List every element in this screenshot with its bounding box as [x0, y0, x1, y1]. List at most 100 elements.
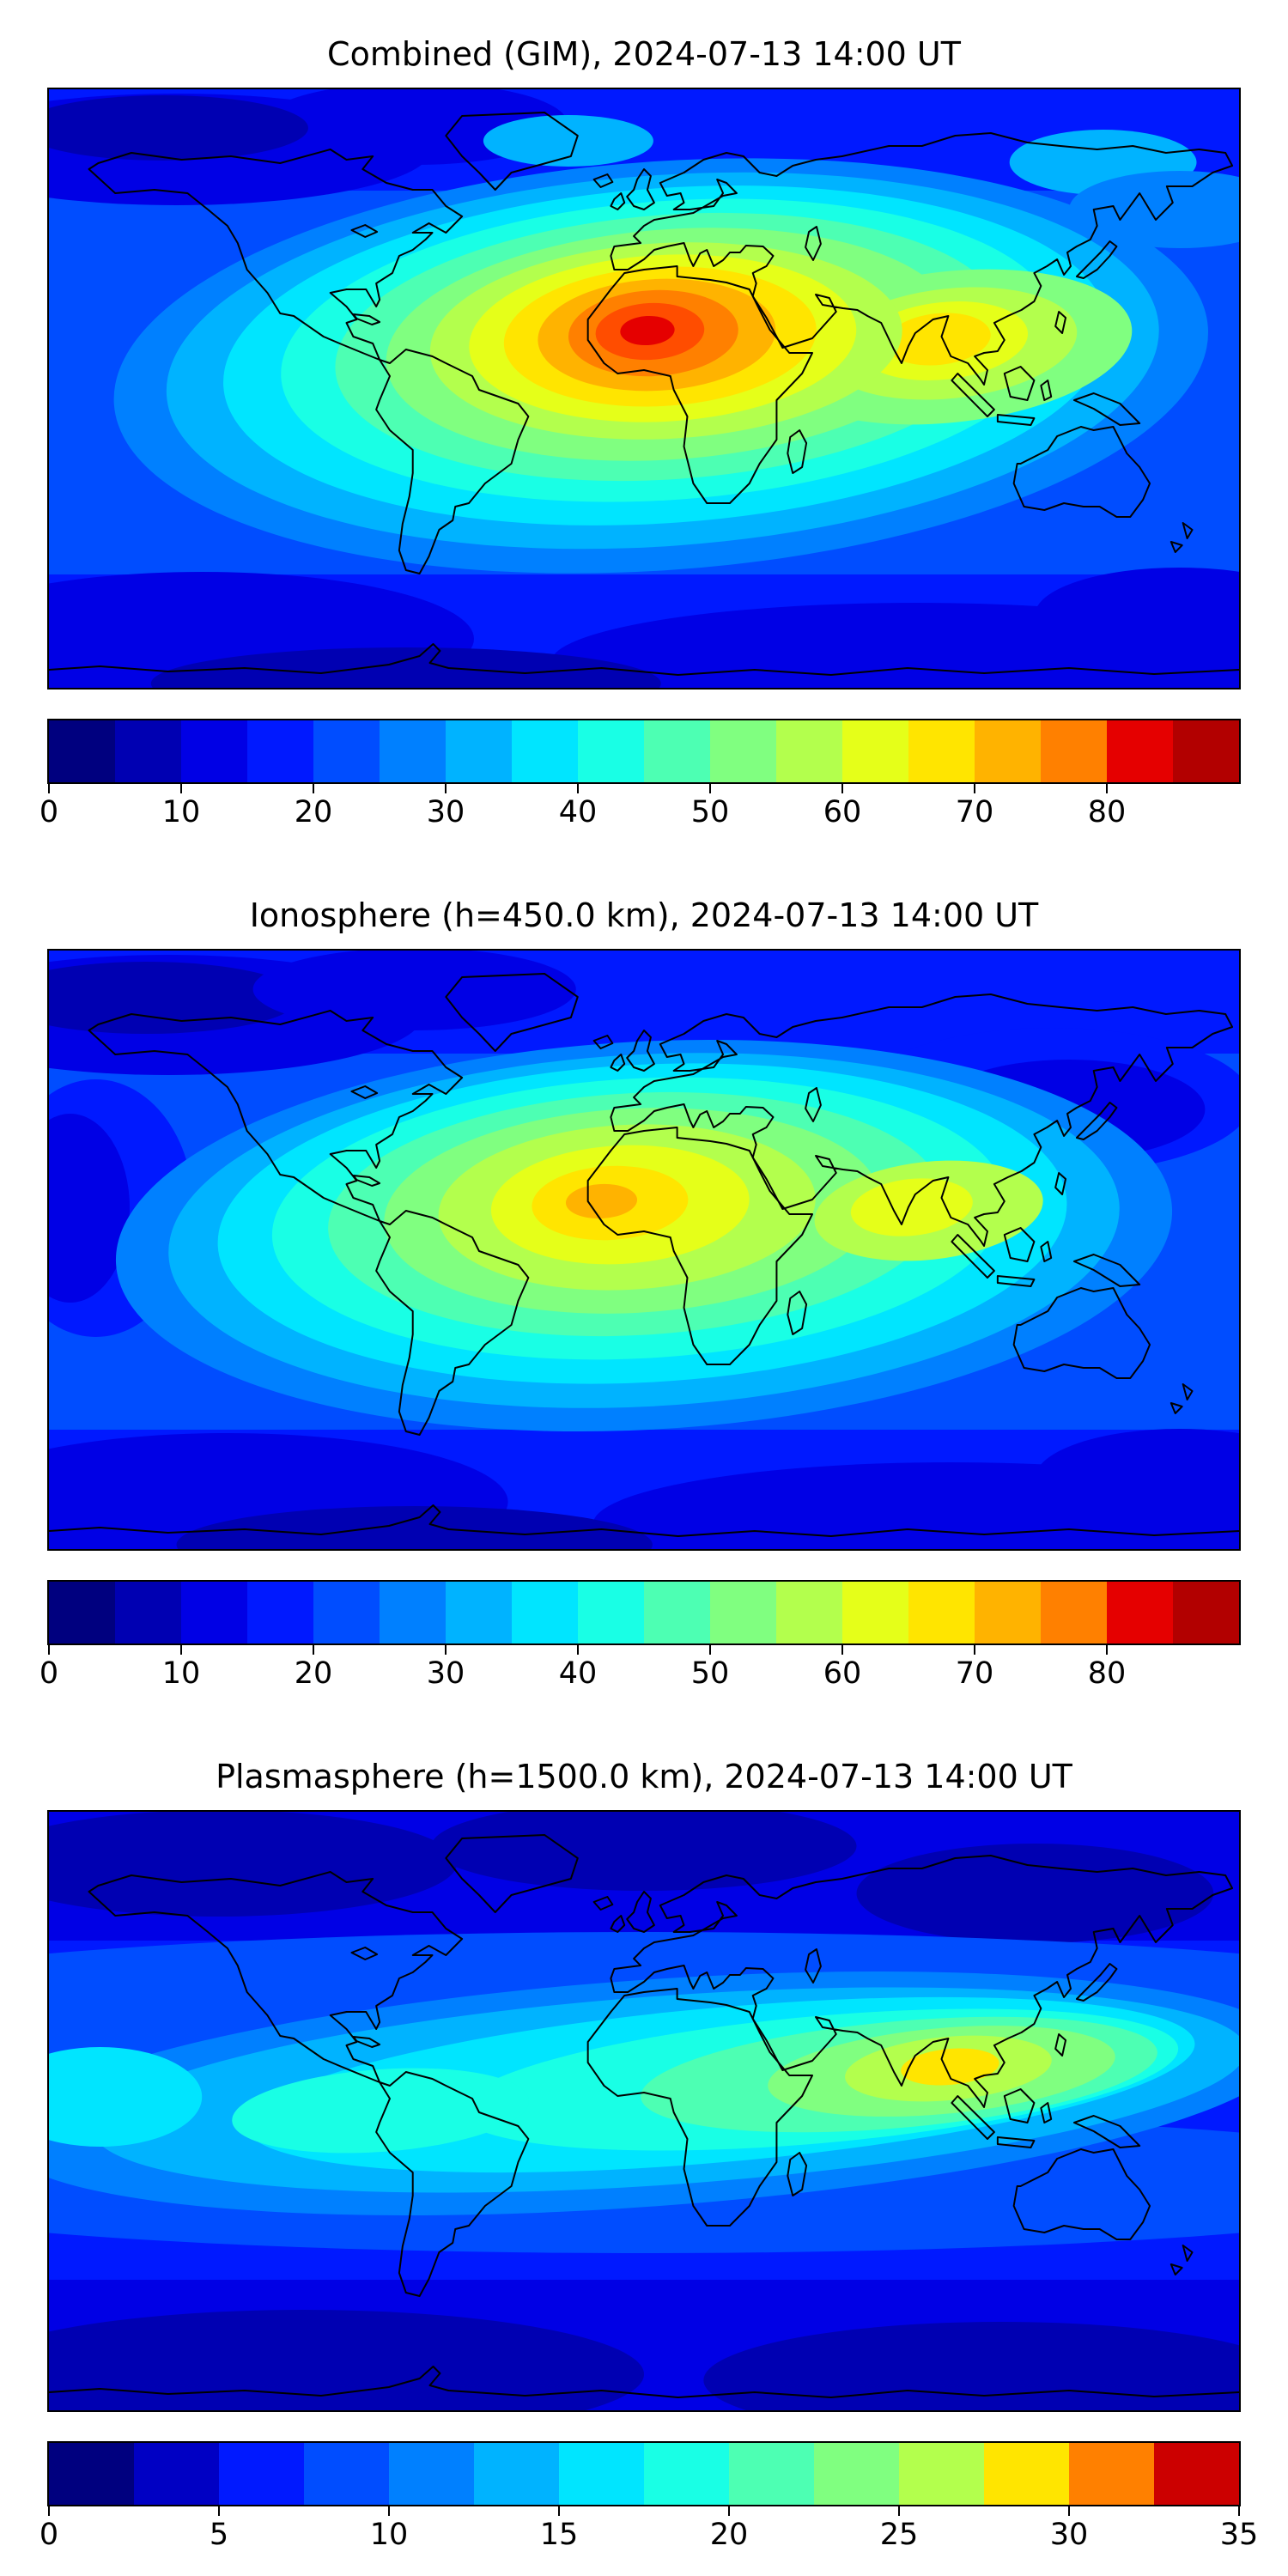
colorbar-cell — [512, 720, 578, 782]
coastline-path — [352, 1175, 381, 1187]
coastline-path — [626, 1030, 655, 1072]
contour-layer — [150, 647, 661, 688]
colorbar-cell — [644, 720, 710, 782]
contour-layer — [901, 2048, 999, 2086]
coastline-path — [445, 1834, 579, 1913]
colorbar-cell — [559, 2443, 644, 2505]
colorbar-cell — [710, 1582, 776, 1643]
colorbar-cell — [1107, 1582, 1173, 1643]
colorbar-tick-label: 60 — [823, 795, 862, 829]
coastline-path — [352, 2036, 381, 2048]
coastline-path — [375, 349, 530, 574]
world-map-svg — [49, 1812, 1239, 2410]
colorbar-tick-label: 25 — [879, 2518, 919, 2552]
coastline-path — [1170, 1383, 1194, 1414]
panel-title: Combined (GIM), 2024-07-13 14:00 UT — [327, 35, 961, 73]
coastline-path — [350, 1085, 379, 1099]
contour-layer — [850, 1178, 973, 1236]
coastline-path — [1054, 1172, 1067, 1195]
coastline-path — [350, 1947, 379, 1960]
colorbar-cell — [1173, 720, 1239, 782]
coastline-path — [1170, 522, 1194, 553]
colorbar-cell — [899, 2443, 984, 2505]
colorbar-cell — [644, 1582, 710, 1643]
colorbar-tick-label: 70 — [955, 795, 994, 829]
colorbar-tick-mark — [974, 784, 975, 793]
coastline-path — [805, 1948, 822, 1984]
colorbar-tick-label: 30 — [1049, 2518, 1089, 2552]
coastline-path — [1012, 2148, 1151, 2240]
colorbar-cell — [1069, 2443, 1154, 2505]
colorbar-tick-mark — [576, 1645, 579, 1655]
colorbar-tick-mark — [388, 2506, 390, 2516]
colorbar-cell — [975, 720, 1041, 782]
colorbar-cell — [380, 720, 446, 782]
colorbar-tick-mark — [312, 784, 314, 793]
colorbar-tick-label: 30 — [426, 795, 465, 829]
coastline-path — [375, 2071, 530, 2297]
coastline-path — [1072, 2115, 1141, 2148]
panel-ionosphere: Ionosphere (h=450.0 km), 2024-07-13 14:0… — [0, 896, 1288, 1698]
coastline-path — [352, 313, 381, 325]
colorbar-tick-mark — [1238, 2506, 1240, 2516]
colorbar-tick-label: 15 — [539, 2518, 579, 2552]
contour-layer — [565, 1183, 638, 1219]
colorbar-tick-mark — [1105, 784, 1108, 793]
coastline-path — [1040, 1241, 1053, 1262]
colorbar-cell — [181, 1582, 247, 1643]
coastline-path — [88, 1010, 464, 1222]
contour-layer — [483, 115, 653, 167]
coastline-path — [1072, 1254, 1141, 1287]
coastline-path — [610, 993, 1234, 1247]
colorbar-cell — [115, 720, 181, 782]
colorbar-tick-mark — [709, 784, 711, 793]
coastline-path — [805, 226, 822, 261]
colorbar-cell — [49, 720, 115, 782]
colorbar-tick-mark — [1105, 1645, 1108, 1655]
coastline-path — [610, 1855, 1234, 2108]
colorbar-cell — [975, 1582, 1041, 1643]
world-map-combined — [47, 88, 1241, 690]
coastline-path — [1012, 426, 1151, 518]
colorbar — [47, 2441, 1241, 2506]
coastline-path — [586, 1988, 814, 2227]
colorbar-tick-label: 0 — [39, 2518, 59, 2552]
colorbar-cell — [578, 1582, 644, 1643]
coastline-path — [787, 429, 808, 474]
colorbar-tick-label: 30 — [426, 1656, 465, 1691]
coastline-path — [805, 1087, 822, 1122]
contour-layer — [49, 962, 300, 1034]
colorbar-tick-label: 0 — [39, 1656, 59, 1691]
colorbar-tick-label: 10 — [161, 1656, 201, 1691]
coastline-path — [1170, 2245, 1194, 2275]
coastline-path — [586, 1127, 814, 1365]
colorbar-cell — [313, 1582, 380, 1643]
contour-layer — [49, 1114, 131, 1303]
colorbar-tick-label: 20 — [294, 1656, 333, 1691]
colorbar-cell — [908, 720, 975, 782]
colorbar-cell — [814, 2443, 899, 2505]
colorbar-tick-label: 20 — [709, 2518, 749, 2552]
contour-layer — [620, 315, 675, 346]
colorbar-tick-label: 70 — [955, 1656, 994, 1691]
colorbar-cell — [446, 1582, 512, 1643]
colorbar-tick-mark — [48, 1645, 50, 1655]
coastline-path — [1040, 380, 1053, 401]
colorbar-cell — [842, 1582, 908, 1643]
colorbar-cell — [181, 720, 247, 782]
panel-title: Plasmasphere (h=1500.0 km), 2024-07-13 1… — [216, 1758, 1072, 1795]
colorbar-cell — [380, 1582, 446, 1643]
colorbar-tick-mark — [1068, 2506, 1070, 2516]
coastline-path — [626, 168, 655, 210]
coastline-path — [592, 173, 614, 188]
coastline-path — [445, 973, 579, 1052]
colorbar-tick-label: 10 — [369, 2518, 409, 2552]
coastline-path — [951, 373, 995, 417]
colorbar-tick-mark — [445, 1645, 447, 1655]
coastline-path — [787, 1291, 808, 1335]
colorbar-cell — [842, 720, 908, 782]
contour-layer — [252, 951, 576, 1030]
contour-layer — [49, 2310, 644, 2410]
coastline-path — [1054, 311, 1067, 334]
coastline-path — [610, 132, 1234, 386]
